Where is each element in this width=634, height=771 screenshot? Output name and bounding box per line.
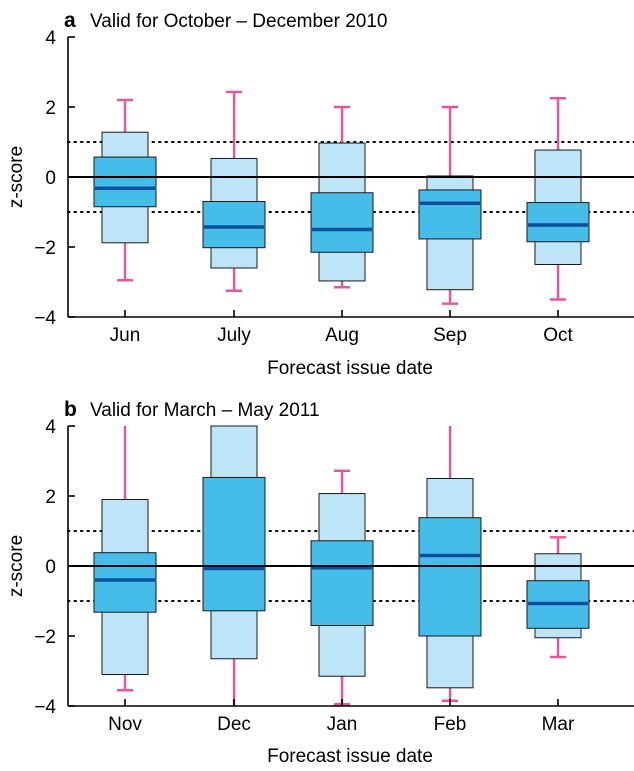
panel-a-plot: −4 −2 0 2 4 Jun July Aug Sep Oct [34, 28, 634, 346]
interquartile-box [93, 156, 157, 208]
y-tick-label: 4 [45, 28, 56, 49]
x-tick-label: Jun [110, 325, 141, 346]
x-tick-label: Dec [217, 714, 251, 735]
box-sep [418, 105, 482, 305]
y-tick-label: −4 [34, 697, 56, 718]
interquartile-box [526, 202, 590, 243]
panel-letter-a: a [64, 9, 76, 32]
interquartile-box [93, 552, 157, 613]
panel-b-xlabel: Forecast issue date [267, 746, 433, 767]
box-dec [202, 425, 266, 706]
box-jan [310, 469, 374, 706]
interquartile-box [418, 189, 482, 240]
box-oct [526, 97, 590, 301]
y-tick-label: −4 [34, 308, 56, 329]
y-tick-label: 0 [45, 168, 56, 189]
panel-b: b Valid for March – May 2011 z-score For… [6, 398, 634, 767]
box-aug [310, 105, 374, 289]
x-tick-label: Oct [543, 325, 573, 346]
panel-a-title: Valid for October – December 2010 [90, 11, 387, 32]
interquartile-box [202, 201, 266, 249]
panel-a: a Valid for October – December 2010 z-sc… [6, 9, 634, 379]
x-tick-label: Nov [108, 714, 142, 735]
x-tick-label: Mar [542, 714, 575, 735]
panel-b-title: Valid for March – May 2011 [90, 400, 320, 421]
y-tick-label: 2 [45, 487, 56, 508]
x-tick-label: Jan [327, 714, 358, 735]
panel-b-plot: −4 −2 0 2 4 Nov Dec Jan Feb Mar [34, 417, 634, 735]
panel-letter-b: b [64, 398, 77, 421]
box-nov [93, 426, 157, 692]
y-tick-label: 2 [45, 98, 56, 119]
panel-a-ylabel: z-score [6, 146, 27, 208]
box-jun [93, 98, 157, 282]
box-july [202, 90, 266, 292]
interquartile-box [418, 517, 482, 637]
interquartile-box [310, 192, 374, 253]
x-tick-label: Sep [433, 325, 467, 346]
interquartile-box [202, 476, 266, 612]
box-mar [526, 536, 590, 659]
x-tick-label: July [217, 325, 251, 346]
interquartile-box [310, 540, 374, 626]
y-tick-label: 4 [45, 417, 56, 438]
box-feb [418, 426, 482, 702]
x-tick-label: Feb [434, 714, 467, 735]
y-tick-label: −2 [34, 627, 56, 648]
x-tick-label: Aug [325, 325, 359, 346]
panel-b-ylabel: z-score [6, 535, 27, 597]
y-tick-label: 0 [45, 557, 56, 578]
panel-a-xlabel: Forecast issue date [267, 358, 433, 379]
y-tick-label: −2 [34, 238, 56, 259]
